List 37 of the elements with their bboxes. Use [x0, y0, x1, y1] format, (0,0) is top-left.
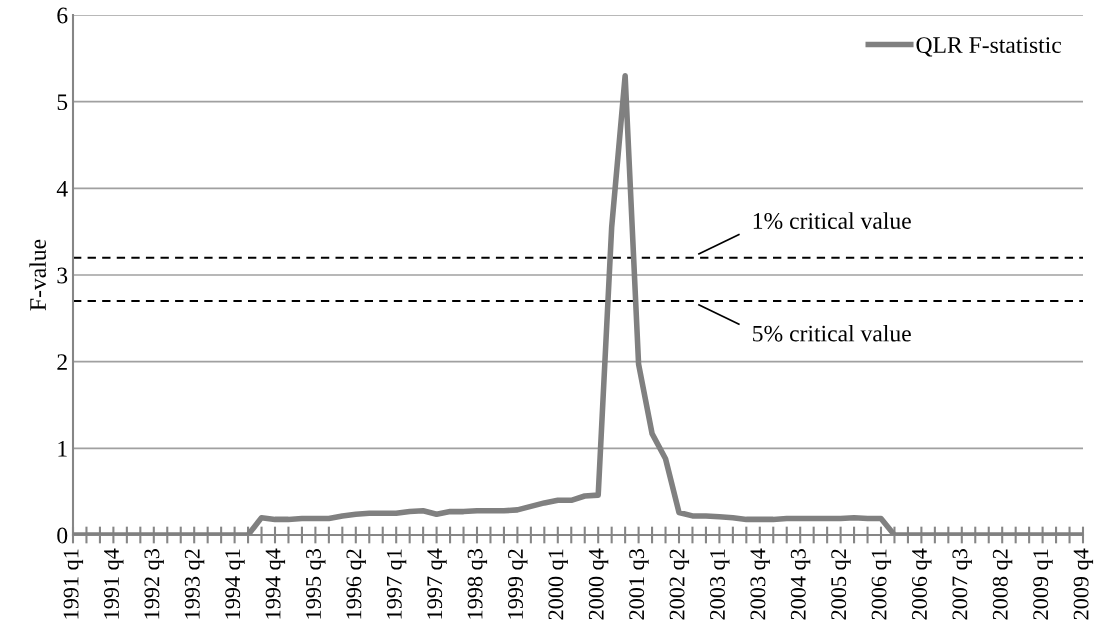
x-tick-label: 2009 q1	[1033, 549, 1053, 620]
x-tick-label: 2003 q4	[750, 548, 770, 620]
x-tick-label: 2006 q4	[911, 548, 932, 620]
x-tick-label: 2002 q2	[669, 549, 690, 620]
x-tick-label: 1997 q1	[386, 549, 407, 619]
x-tick-label: 2004 q3	[790, 549, 811, 620]
x-tick-label: 2009 q4	[1073, 548, 1094, 620]
ref-line-label: 1% critical value	[753, 212, 911, 229]
x-tick-label: 2008 q2	[992, 549, 1013, 620]
y-tick-label: 0	[57, 527, 68, 544]
y-tick-label: 1	[58, 440, 67, 457]
y-axis-title: F-value	[29, 239, 46, 311]
x-tick-label: 1995 q3	[306, 549, 326, 619]
x-tick-label: 1998 q3	[467, 549, 488, 619]
y-tick-label: 3	[57, 267, 68, 284]
x-tick-label: 1994 q4	[265, 548, 286, 619]
x-tick-label: 1993 q2	[184, 549, 205, 619]
x-tick-label: 1994 q1	[225, 549, 245, 619]
x-tick-label: 2006 q1	[871, 549, 892, 620]
y-tick-label: 4	[56, 180, 68, 197]
x-tick-label: 2007 q3	[952, 549, 972, 620]
x-tick-label: 2003 q1	[709, 549, 730, 620]
y-tick-label: 2	[57, 354, 67, 370]
x-tick-label: 1992 q3	[144, 549, 164, 619]
y-tick-label: 6	[57, 7, 68, 24]
x-tick-label: 2001 q3	[629, 549, 649, 620]
x-tick-label: 1997 q4	[427, 548, 447, 619]
x-tick-label: 2000 q1	[548, 549, 568, 620]
x-tick-label: 2000 q4	[588, 548, 609, 620]
legend-label: QLR F-statistic	[916, 37, 1062, 57]
x-tick-label: 1991 q1	[63, 549, 84, 619]
x-tick-label: 1991 q4	[104, 548, 124, 619]
x-tick-label: 2005 q2	[831, 549, 851, 620]
ref-line-label: 5% critical value	[753, 324, 911, 342]
x-tick-label: 1996 q2	[346, 549, 366, 619]
x-tick-label: 1999 q2	[508, 549, 528, 619]
y-tick-label: 5	[57, 94, 68, 111]
